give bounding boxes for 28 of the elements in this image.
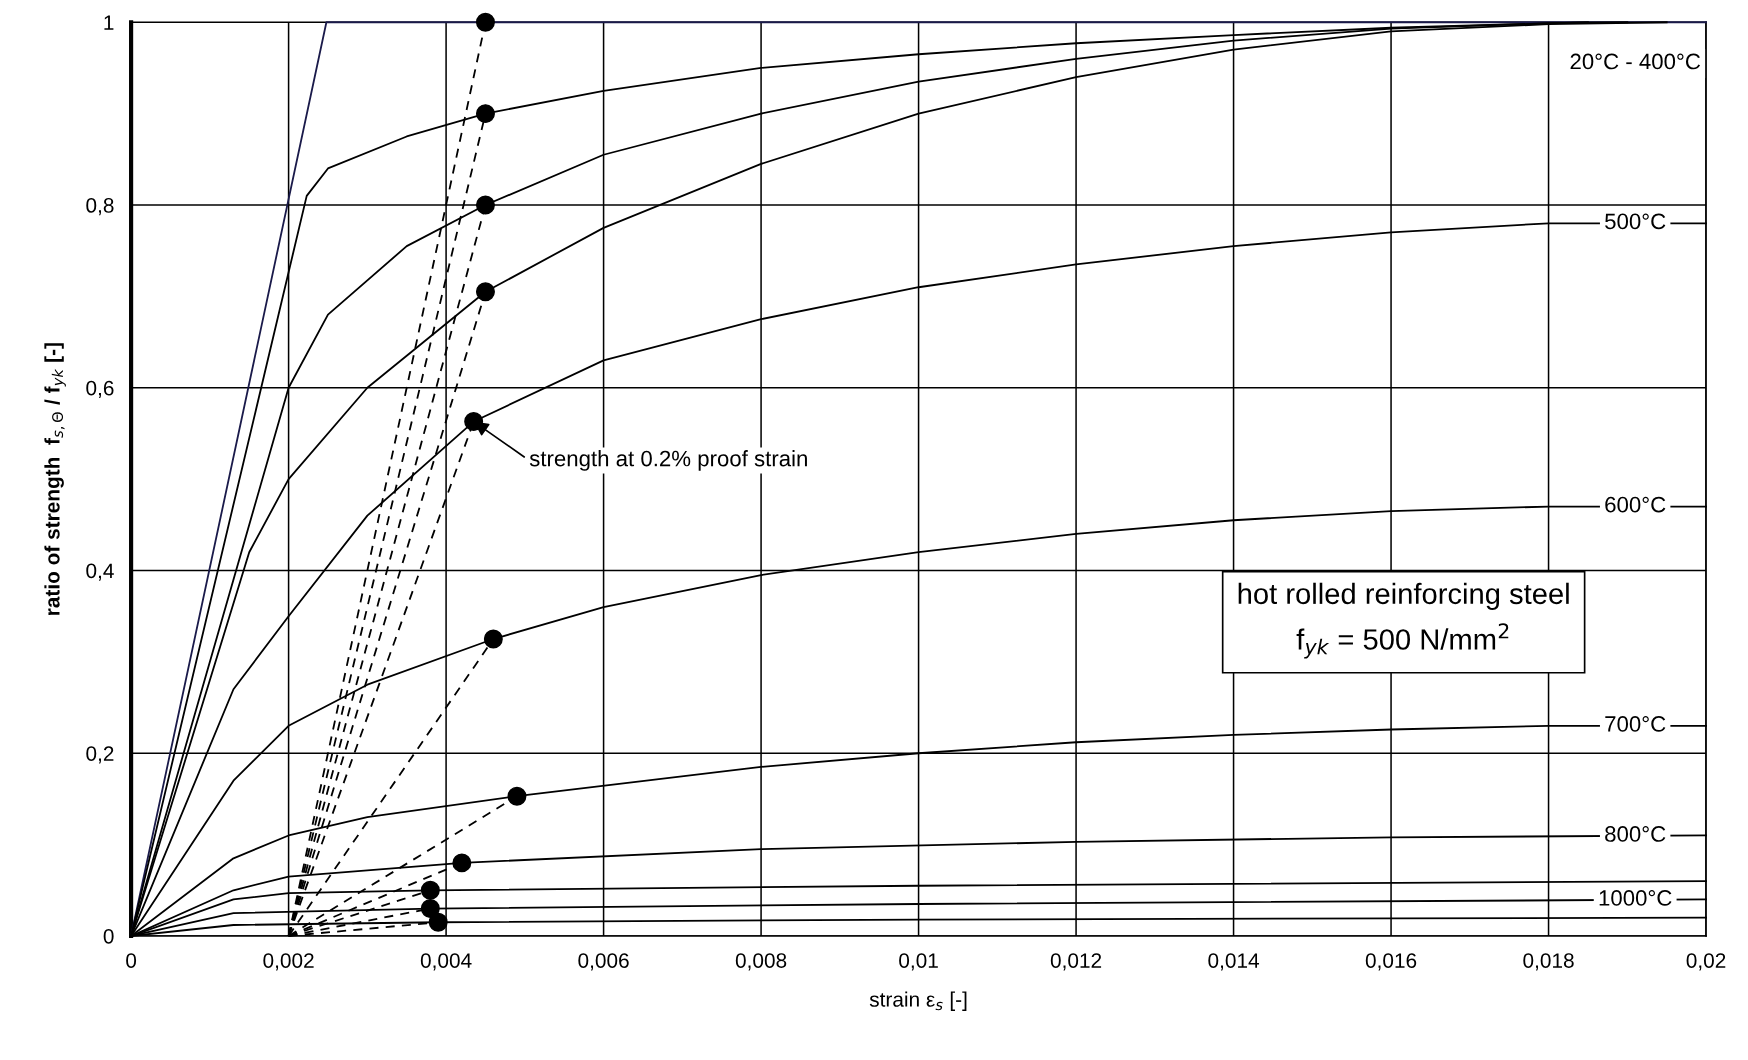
series-label: 800°C [1605, 826, 1666, 842]
x-tick-label: 0 [126, 953, 137, 968]
y-tick-label: 0 [103, 928, 114, 944]
x-tick-label: 0,002 [263, 953, 314, 971]
annotation: f$_{yk}$ = 500 N/mm$^{2}$ [1296, 623, 1509, 659]
y-tick-label: 1 [104, 15, 114, 30]
x-tick-label: 0,004 [420, 953, 472, 971]
x-tick-label: 0,014 [1208, 953, 1260, 971]
series-label: 700°C [1605, 716, 1666, 732]
series-label: 500°C [1605, 213, 1666, 230]
annotation: strength at 0.2% proof strain [529, 450, 807, 471]
y-axis-title: ratio of strength f$_{s,Θ}$ / f$_{yk}$ [-] [44, 343, 66, 615]
y-tick-label: 0,2 [86, 746, 114, 764]
series-label: 1000°C [1599, 890, 1672, 906]
x-tick-label: 0,018 [1523, 953, 1574, 971]
annotation: hot rolled reinforcing steel [1238, 582, 1569, 610]
x-tick-label: 0,006 [578, 953, 629, 971]
x-tick-label: 0,01 [899, 953, 938, 971]
y-tick-label: 0,6 [86, 380, 114, 398]
series-label: 600°C [1605, 496, 1666, 513]
y-tick-label: 0,4 [86, 563, 114, 581]
x-tick-label: 0,02 [1686, 953, 1726, 971]
x-tick-label: 0,016 [1365, 953, 1417, 971]
y-tick-label: 0,8 [86, 198, 114, 216]
annotation: 20°C - 400°C [1570, 53, 1701, 70]
x-tick-label: 0,008 [735, 953, 787, 971]
x-axis-title: strain ε$_{s}$ [-] [869, 991, 967, 1011]
x-tick-label: 0,012 [1050, 953, 1102, 971]
